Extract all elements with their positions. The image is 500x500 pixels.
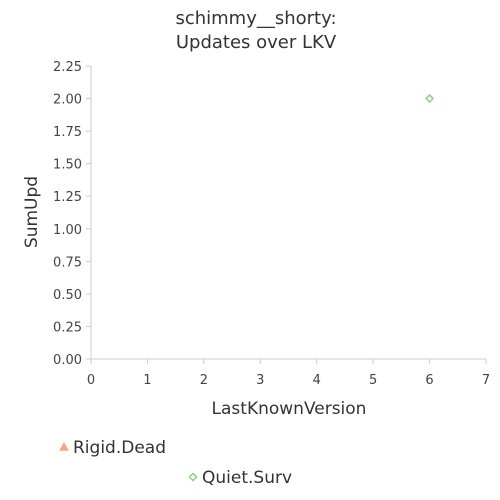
legend: Rigid.Dead Quiet.Surv	[59, 438, 292, 488]
x-tick-label: 4	[313, 373, 321, 388]
x-tick-label: 6	[425, 373, 433, 388]
y-tick-label: 1.75	[53, 125, 82, 140]
legend-label-rigid-dead: Rigid.Dead	[73, 438, 166, 458]
y-axis-title: SumUpd	[22, 176, 42, 248]
chart-title-line-1: schimmy__shorty:	[175, 8, 336, 29]
x-tick-label: 0	[87, 373, 95, 388]
y-tick-label: 0.50	[53, 288, 82, 303]
y-tick-label: 1.00	[53, 223, 82, 238]
x-axis-title: LastKnownVersion	[212, 399, 367, 419]
data-points	[425, 93, 435, 104]
x-tick-label: 1	[143, 373, 151, 388]
y-tick-label: 1.25	[53, 190, 82, 205]
y-tick-label: 0.00	[53, 353, 82, 368]
y-tick-label: 0.75	[53, 255, 82, 270]
legend-label-quiet-surv: Quiet.Surv	[202, 468, 292, 488]
x-tick-label: 3	[256, 373, 264, 388]
legend-marker-rigid-dead	[59, 441, 69, 451]
x-tick-label: 5	[369, 373, 377, 388]
plot-area: 0.00 0.25 0.50 0.75 1.00 1.25 1.50 1.75 2.00 2.25…	[53, 60, 490, 388]
y-tick-label: 2.00	[53, 93, 82, 108]
y-tick-label: 1.50	[53, 158, 82, 173]
y-tick-label: 2.25	[53, 60, 82, 75]
x-tick-label: 2	[200, 373, 208, 388]
y-tick-label: 0.25	[53, 320, 82, 335]
chart-title-line-2: Updates over LKV	[176, 32, 337, 53]
data-point-quiet-surv	[425, 93, 435, 104]
x-tick-label: 7	[482, 373, 490, 388]
legend-marker-quiet-surv	[188, 472, 198, 482]
